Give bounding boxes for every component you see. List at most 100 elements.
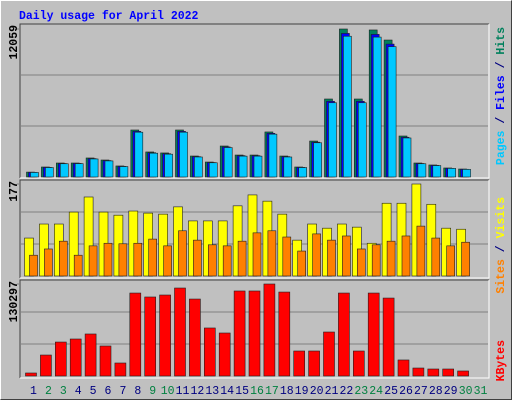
legend-entry: Files xyxy=(495,75,508,110)
y-tick-label: 12059 xyxy=(8,25,21,60)
bar xyxy=(327,239,336,277)
panel-bevel-dark xyxy=(19,279,489,378)
legend: Sites / Visits xyxy=(495,197,508,294)
bar xyxy=(267,230,277,277)
bar xyxy=(134,131,144,178)
legend-separator: / xyxy=(495,238,508,259)
x-tick-label: 18 xyxy=(280,385,294,398)
legend: Pages / Files / Hits xyxy=(495,27,508,165)
x-tick-label: 1 xyxy=(30,385,37,398)
x-tick-label: 20 xyxy=(310,385,324,398)
bar xyxy=(164,153,173,178)
bar xyxy=(308,350,320,377)
legend-entry: Sites xyxy=(495,259,508,294)
bar xyxy=(382,297,395,377)
bar xyxy=(367,292,380,377)
x-tick-label: 22 xyxy=(339,385,353,398)
bar xyxy=(54,341,67,377)
bar xyxy=(178,230,187,277)
bar xyxy=(69,338,82,377)
bar xyxy=(328,102,337,178)
bar xyxy=(431,237,441,277)
bar xyxy=(237,240,247,277)
bar xyxy=(462,169,471,178)
bar xyxy=(446,245,456,277)
bar xyxy=(30,172,39,178)
bar xyxy=(263,283,276,377)
x-tick-label: 9 xyxy=(149,385,156,398)
bar xyxy=(352,350,365,377)
x-tick-label: 30 xyxy=(459,385,473,398)
bar xyxy=(381,202,392,277)
bar xyxy=(343,35,352,178)
bar xyxy=(387,46,397,178)
bar xyxy=(442,368,455,377)
bar xyxy=(74,163,84,178)
x-tick-label: 8 xyxy=(134,385,141,398)
bar xyxy=(357,102,367,178)
bar xyxy=(416,225,426,277)
x-tick-label: 21 xyxy=(325,385,339,398)
x-tick-label: 24 xyxy=(369,385,383,398)
bar xyxy=(59,163,69,178)
bar xyxy=(193,239,202,277)
x-tick-label: 29 xyxy=(444,385,458,398)
bar xyxy=(253,155,263,178)
bar xyxy=(68,211,79,277)
bar xyxy=(233,290,246,377)
x-tick-label: 10 xyxy=(161,385,175,398)
bar xyxy=(402,137,412,178)
bar xyxy=(457,370,469,377)
bar xyxy=(298,167,308,178)
chart-title: Daily usage for April 2022 xyxy=(19,10,199,23)
bar xyxy=(104,160,114,178)
bar xyxy=(148,238,157,277)
bar xyxy=(252,232,262,277)
x-tick-label: 11 xyxy=(176,385,190,398)
bar xyxy=(189,298,201,377)
legend-entry: KBytes xyxy=(495,340,508,382)
bar xyxy=(313,142,322,178)
bar xyxy=(248,290,261,377)
bar xyxy=(417,163,427,178)
x-tick-label: 31 xyxy=(474,385,488,398)
bar xyxy=(204,327,216,377)
bar xyxy=(218,332,231,377)
bar xyxy=(159,294,171,377)
x-tick-label: 6 xyxy=(105,385,112,398)
panel-bevel-light xyxy=(20,180,490,279)
bar xyxy=(223,147,233,178)
bar xyxy=(208,244,217,277)
x-tick-label: 3 xyxy=(60,385,67,398)
x-tick-label: 26 xyxy=(399,385,413,398)
bar xyxy=(89,158,99,178)
bar xyxy=(194,156,203,178)
bar xyxy=(238,155,248,178)
bar xyxy=(386,240,396,277)
bar xyxy=(412,367,425,377)
bar xyxy=(129,292,142,377)
bar xyxy=(40,354,52,377)
bar xyxy=(427,368,440,377)
bar xyxy=(282,236,292,277)
x-tick-label: 27 xyxy=(414,385,428,398)
bar xyxy=(99,345,112,377)
bar xyxy=(372,36,382,178)
x-tick-label: 14 xyxy=(220,385,234,398)
y-tick-label: 177 xyxy=(8,181,21,202)
x-tick-label: 15 xyxy=(235,385,249,398)
x-tick-label: 25 xyxy=(384,385,398,398)
bar xyxy=(174,287,186,377)
y-tick-label: 130297 xyxy=(8,281,21,323)
legend-entry: Visits xyxy=(495,197,508,239)
bar xyxy=(338,292,350,377)
bar xyxy=(158,213,168,277)
bar xyxy=(179,131,188,178)
bar xyxy=(118,243,128,277)
x-tick-label: 12 xyxy=(190,385,204,398)
bar xyxy=(119,166,129,178)
bar xyxy=(222,245,232,277)
x-tick-label: 5 xyxy=(90,385,97,398)
